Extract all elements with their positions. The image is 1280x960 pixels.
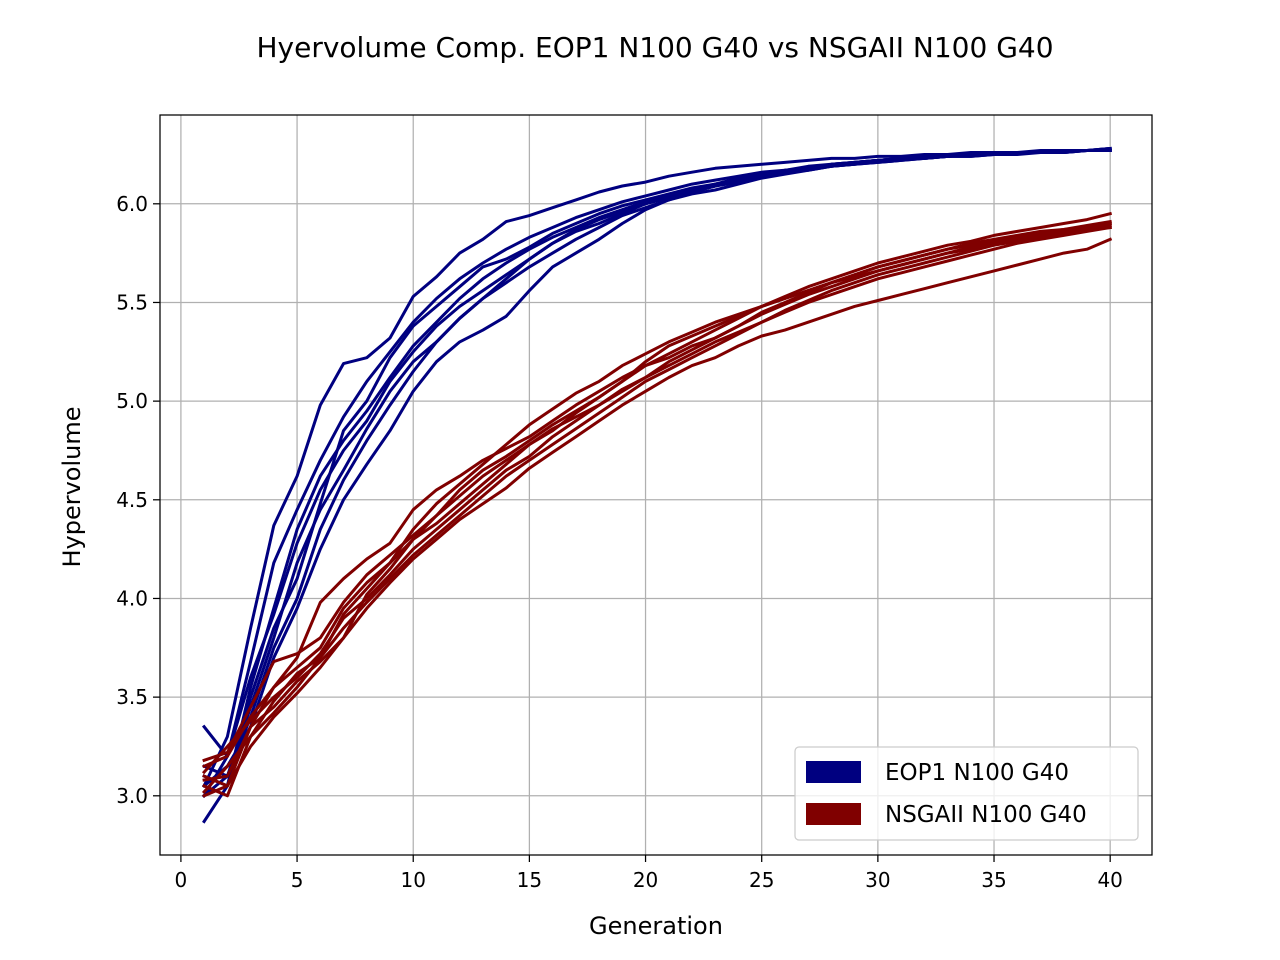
x-tick-label: 25 <box>749 868 774 892</box>
series-line-nsgaii <box>201 225 1112 775</box>
series-line-nsgaii <box>202 221 1112 798</box>
legend-swatch-eop1 <box>806 761 861 783</box>
legend-label-nsgaii: NSGAII N100 G40 <box>885 802 1087 828</box>
x-tick-label: 0 <box>175 868 188 892</box>
series-lines <box>201 146 1113 824</box>
x-tick-label: 10 <box>401 868 426 892</box>
y-tick-label: 4.5 <box>116 488 148 512</box>
x-tick-label: 5 <box>291 868 304 892</box>
x-tick-label: 30 <box>865 868 890 892</box>
series-line-nsgaii <box>202 237 1113 798</box>
x-tick-label: 40 <box>1097 868 1122 892</box>
y-tick-label: 4.0 <box>116 586 148 610</box>
series-line-eop1 <box>202 146 1112 788</box>
y-tick-label: 3.5 <box>116 685 148 709</box>
series-line-nsgaii <box>202 221 1112 782</box>
y-axis-title: Hypervolume <box>58 406 86 567</box>
y-tick-label: 3.0 <box>116 784 148 808</box>
plot-frame <box>159 114 1153 856</box>
x-tick-label: 20 <box>633 868 658 892</box>
y-tick-label: 5.0 <box>116 389 148 413</box>
x-axis: 0 5 10 15 20 25 30 35 40 <box>175 855 1123 892</box>
x-tick-label: 15 <box>517 868 542 892</box>
x-tick-label: 35 <box>981 868 1006 892</box>
legend-box <box>794 746 1139 841</box>
y-tick-label: 5.5 <box>116 290 148 314</box>
x-axis-title: Generation <box>589 912 723 940</box>
series-line-eop1 <box>201 149 1112 789</box>
legend-label-eop1: EOP1 N100 G40 <box>885 760 1069 786</box>
y-tick-label: 6.0 <box>116 192 148 216</box>
legend: EOP1 N100 G40 NSGAII N100 G40 <box>794 746 1139 841</box>
legend-swatch-nsgaii <box>806 803 861 825</box>
y-axis: 3.0 3.5 4.0 4.5 5.0 5.5 6.0 <box>116 192 160 808</box>
series-line-nsgaii <box>202 211 1113 763</box>
chart-title: Hyervolume Comp. EOP1 N100 G40 vs NSGAII… <box>256 31 1053 64</box>
